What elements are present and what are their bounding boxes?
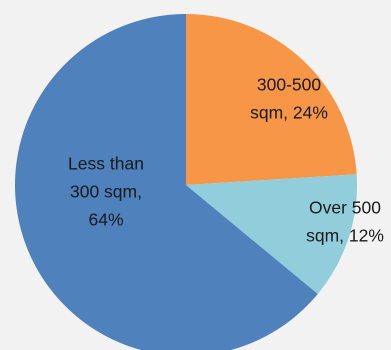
pie-slice-over-500-sqm bbox=[186, 174, 357, 294]
pie-slice-label-line: sqm, 24% bbox=[250, 103, 328, 123]
pie-slice-label-less-than-300-sqm: Less than 300 sqm, 64% bbox=[68, 154, 144, 230]
pie-slice-label-line: Over 500 bbox=[309, 198, 381, 218]
pie-slice-label-300-500-sqm: 300-500 sqm, 24% bbox=[250, 75, 328, 123]
pie-slice-label-over-500-sqm: Over 500 sqm, 12% bbox=[306, 198, 384, 246]
pie-slice-less-than-300-sqm bbox=[15, 14, 318, 350]
pie-slice-label-line: 300-500 bbox=[257, 75, 321, 95]
pie-slice-label-line: 300 sqm, bbox=[70, 182, 142, 202]
pie-slice-label-line: sqm, 12% bbox=[306, 226, 384, 246]
pie-slice-label-line: Less than bbox=[68, 154, 144, 174]
pie-slice-label-line: 64% bbox=[88, 210, 123, 230]
pie-slice-300-500-sqm bbox=[186, 14, 357, 185]
